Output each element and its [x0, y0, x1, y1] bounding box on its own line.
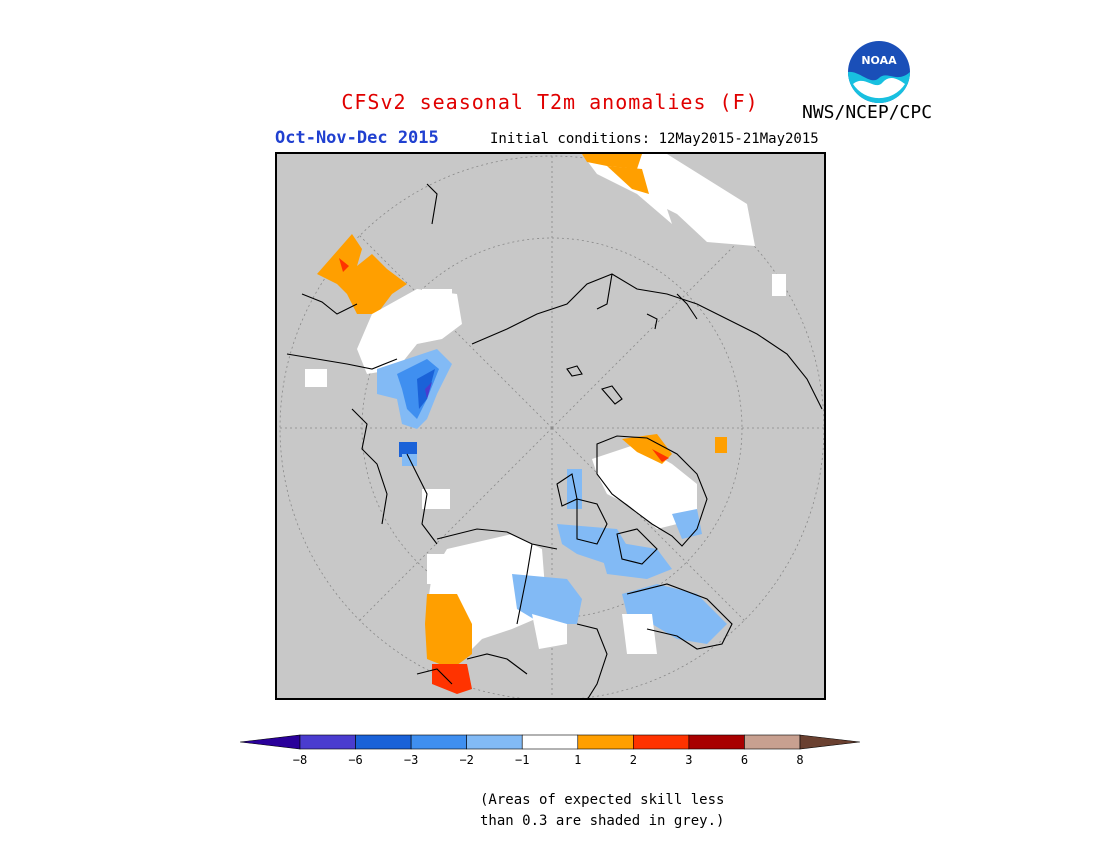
colorbar-tick-label: 8 [796, 753, 803, 767]
colorbar-cell [744, 734, 801, 750]
colorbar-cell [633, 734, 690, 750]
colorbar-cell [577, 734, 634, 750]
skill-note-line-2: than 0.3 are shaded in grey.) [480, 813, 725, 829]
colorbar-cell [355, 734, 412, 750]
colorbar-high-arrow [799, 734, 860, 750]
colorbar-cell [521, 734, 579, 750]
colorbar-cell [299, 734, 356, 750]
colorbar: −8 −6 −3 −2 −1 1 2 3 6 8 [240, 734, 860, 767]
colorbar-tick-label: −8 [293, 753, 307, 767]
season-label: Oct-Nov-Dec 2015 [275, 128, 439, 148]
agency-label: NWS/NCEP/CPC [802, 102, 933, 123]
initial-conditions: Initial conditions: 12May2015-21May2015 [490, 131, 819, 147]
skill-note-line-1: (Areas of expected skill less [480, 792, 725, 808]
colorbar-tick-label: −3 [404, 753, 418, 767]
colorbar-tick-label: −2 [459, 753, 473, 767]
map-title: CFSv2 seasonal T2m anomalies (F) [341, 90, 759, 114]
logo-lettering: NOAA [861, 54, 897, 67]
skill-note: (Areas of expected skill less than 0.3 a… [480, 790, 724, 832]
colorbar-tick-label: 3 [685, 753, 692, 767]
colorbar-tick-label: 2 [630, 753, 637, 767]
colorbar-tick-label: 1 [574, 753, 581, 767]
colorbar-low-arrow [240, 734, 301, 750]
colorbar-tick-label: −6 [348, 753, 362, 767]
anomaly-regions [305, 154, 786, 694]
colorbar-cell [466, 734, 523, 750]
colorbar-cell [688, 734, 745, 750]
colorbar-cell [410, 734, 467, 750]
graticule [279, 155, 824, 698]
colorbar-tick-label: 6 [741, 753, 748, 767]
noaa-logo: NOAA [847, 40, 911, 104]
coastlines [286, 183, 823, 698]
colorbar-tick-label: −1 [515, 753, 529, 767]
polar-map [275, 152, 826, 700]
